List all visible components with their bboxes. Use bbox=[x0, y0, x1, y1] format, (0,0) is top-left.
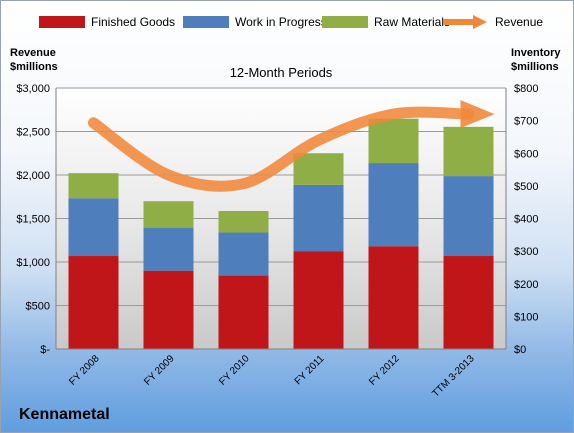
legend-label-work-in-progress: Work in Progress bbox=[235, 15, 327, 29]
left-axis-title-line2: $millions bbox=[10, 61, 58, 73]
legend-item-revenue: Revenue bbox=[443, 12, 543, 32]
legend-label-finished-goods: Finished Goods bbox=[91, 15, 176, 29]
bar-finished-goods-0 bbox=[68, 256, 119, 349]
legend-swatch-raw-materials bbox=[322, 16, 368, 28]
company-name: Kennametal bbox=[19, 406, 110, 423]
left-tick-label-2: $1,000 bbox=[16, 257, 50, 269]
legend-arrow-icon bbox=[443, 15, 487, 29]
left-axis-title: Revenue $millions bbox=[10, 46, 58, 74]
bar-raw-materials-1 bbox=[143, 201, 194, 228]
x-tick-label-1: FY 2009 bbox=[142, 353, 177, 388]
right-axis-title-line1: Inventory bbox=[511, 47, 561, 59]
left-tick-label-3: $1,500 bbox=[16, 214, 50, 226]
x-tick-label-3: FY 2011 bbox=[293, 353, 327, 387]
bar-work-in-progress-2 bbox=[218, 232, 269, 276]
bar-raw-materials-2 bbox=[218, 210, 269, 233]
bar-raw-materials-3 bbox=[293, 153, 344, 185]
x-tick-label-0: FY 2008 bbox=[67, 353, 102, 388]
chart-title: 12-Month Periods bbox=[230, 65, 333, 80]
bar-work-in-progress-0 bbox=[68, 198, 119, 257]
revenue-arrowhead bbox=[460, 100, 495, 129]
x-tick-label-5: TTM 3-2013 bbox=[430, 353, 477, 400]
bar-work-in-progress-5 bbox=[443, 176, 494, 257]
legend-swatch-work-in-progress bbox=[183, 16, 229, 28]
revenue-line bbox=[88, 106, 474, 192]
left-tick-label-4: $2,000 bbox=[16, 170, 50, 182]
right-tick-label-2: $200 bbox=[514, 279, 538, 291]
x-tick-label-2: FY 2010 bbox=[217, 353, 252, 388]
bar-finished-goods-2 bbox=[218, 275, 269, 349]
right-tick-label-5: $500 bbox=[514, 181, 538, 193]
legend-item-raw-materials: Raw Materials bbox=[322, 12, 450, 32]
x-tick-label-4: FY 2012 bbox=[367, 353, 402, 388]
right-tick-label-0: $0 bbox=[514, 344, 526, 356]
legend-item-finished-goods: Finished Goods bbox=[39, 12, 175, 32]
bar-work-in-progress-1 bbox=[143, 227, 194, 271]
bar-raw-materials-0 bbox=[68, 173, 119, 199]
bar-finished-goods-3 bbox=[293, 251, 344, 349]
legend-item-work-in-progress: Work in Progress bbox=[183, 12, 327, 32]
legend-label-revenue: Revenue bbox=[495, 15, 544, 29]
legend-swatch-finished-goods bbox=[39, 16, 85, 28]
right-axis-title-line2: $millions bbox=[511, 61, 559, 73]
bar-raw-materials-4 bbox=[368, 118, 419, 164]
left-tick-label-1: $500 bbox=[26, 301, 50, 313]
bar-work-in-progress-3 bbox=[293, 184, 344, 252]
bar-raw-materials-5 bbox=[443, 126, 494, 177]
right-axis-title: Inventory $millions bbox=[511, 46, 561, 74]
right-tick-label-6: $600 bbox=[514, 148, 538, 160]
left-tick-label-5: $2,500 bbox=[16, 127, 50, 139]
legend-label-raw-materials: Raw Materials bbox=[374, 15, 451, 29]
right-tick-label-3: $300 bbox=[514, 246, 538, 258]
bar-finished-goods-4 bbox=[368, 246, 419, 349]
right-tick-label-8: $800 bbox=[514, 83, 538, 95]
legend: Finished Goods Work in Progress Raw Mate… bbox=[1, 12, 573, 32]
bar-work-in-progress-4 bbox=[368, 163, 419, 247]
left-tick-label-0: $- bbox=[40, 344, 50, 356]
bar-finished-goods-1 bbox=[143, 270, 194, 349]
left-axis-title-line1: Revenue bbox=[10, 47, 56, 59]
bar-finished-goods-5 bbox=[443, 256, 494, 349]
right-tick-label-1: $100 bbox=[514, 311, 538, 323]
right-tick-label-7: $700 bbox=[514, 116, 538, 128]
right-tick-label-4: $400 bbox=[514, 214, 538, 226]
left-tick-label-6: $3,000 bbox=[16, 83, 50, 95]
